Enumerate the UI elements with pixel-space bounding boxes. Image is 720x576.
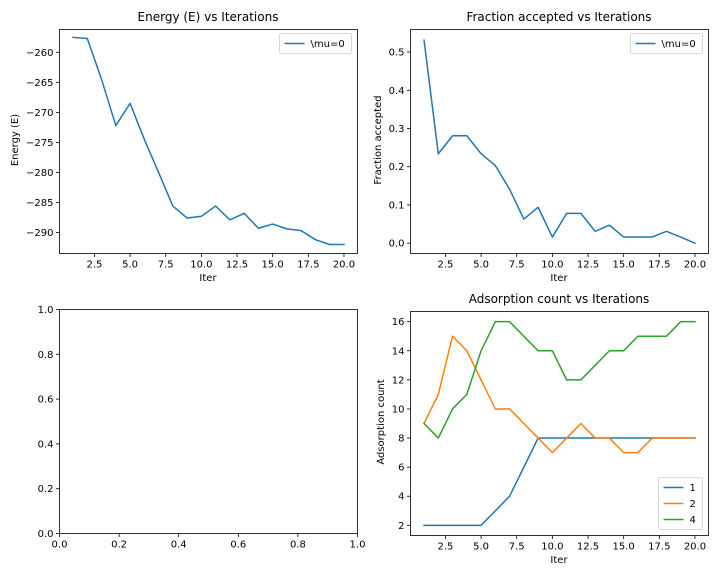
adsorption-chart-xtick-label: 17.5 bbox=[648, 542, 670, 553]
fraction-chart-xtick-label: 10.0 bbox=[541, 260, 563, 271]
energy-chart-xtick-label: 17.5 bbox=[297, 260, 319, 271]
fraction-chart-xtick-label: 12.5 bbox=[577, 260, 599, 271]
adsorption-chart-frame bbox=[410, 311, 709, 536]
adsorption-chart-ytick-label: 8 bbox=[398, 434, 404, 445]
energy-chart-lines bbox=[72, 36, 345, 246]
adsorption-chart-ytick-label: 14 bbox=[392, 346, 405, 357]
adsorption-chart-title: Adsorption count vs Iterations bbox=[469, 292, 650, 306]
fraction-chart-ytick-label: 0.2 bbox=[389, 162, 405, 173]
empty-chart-xtick-label: 0.6 bbox=[230, 540, 246, 551]
fraction-chart-ytick-label: 0.0 bbox=[389, 239, 405, 250]
fraction-chart-lines bbox=[423, 39, 696, 245]
energy-chart-xtick-label: 5.0 bbox=[122, 260, 138, 271]
fraction-chart-xtick-label: 7.5 bbox=[509, 260, 525, 271]
fraction-chart-ticks: 2.5 5.0 7.5 10.0 12.5 15.0 17.5 20.0 0.0 0.1 0.2 0.… bbox=[389, 48, 706, 271]
energy-chart-xtick-label: 7.5 bbox=[158, 260, 174, 271]
adsorption-chart-series-line-1 bbox=[423, 335, 696, 454]
fraction-chart-xtick-label: 2.5 bbox=[437, 260, 453, 271]
adsorption-chart-xlabel: Iter bbox=[550, 555, 568, 566]
energy-chart-xtick-label: 15.0 bbox=[262, 260, 284, 271]
adsorption-chart-ylabel: Adsorption count bbox=[376, 379, 387, 464]
empty-chart-ytick-label: 0.6 bbox=[38, 395, 54, 406]
fraction-chart-ytick-label: 0.5 bbox=[389, 48, 405, 59]
energy-chart-ytick-label: −280 bbox=[26, 168, 53, 179]
energy-chart-title: Energy (E) vs Iterations bbox=[138, 10, 279, 24]
empty-chart: 0.0 0.2 0.4 0.6 0.8 1.0 0.0 0.2 0.4 0.6 0.8 1.0 bbox=[38, 305, 366, 551]
adsorption-chart-legend-label-2: 4 bbox=[690, 515, 696, 526]
adsorption-chart-xtick-label: 10.0 bbox=[541, 542, 563, 553]
empty-chart-ytick-label: 0.8 bbox=[38, 350, 54, 361]
energy-chart-xlabel: Iter bbox=[199, 273, 217, 284]
empty-chart-ticks: 0.0 0.2 0.4 0.6 0.8 1.0 0.0 0.2 0.4 0.6 0.8 1.0 bbox=[38, 305, 366, 551]
energy-chart-ytick-label: −285 bbox=[26, 198, 53, 209]
adsorption-chart-ytick-label: 4 bbox=[398, 492, 404, 503]
empty-chart-xtick-label: 0.4 bbox=[171, 540, 187, 551]
adsorption-chart-xtick-label: 7.5 bbox=[509, 542, 525, 553]
fraction-chart-frame bbox=[410, 29, 709, 254]
empty-chart-ytick-label: 0.2 bbox=[38, 484, 54, 495]
adsorption-chart-ytick-label: 2 bbox=[398, 521, 404, 532]
energy-chart-xtick-label: 12.5 bbox=[226, 260, 248, 271]
fraction-chart-ytick-label: 0.4 bbox=[389, 86, 405, 97]
adsorption-chart-xtick-label: 5.0 bbox=[473, 542, 489, 553]
adsorption-chart-ticks: 2.5 5.0 7.5 10.0 12.5 15.0 17.5 20.024681012141… bbox=[392, 317, 706, 552]
empty-chart-ytick-label: 1.0 bbox=[38, 305, 54, 316]
fraction-chart-legend: \mu=0 bbox=[630, 33, 703, 54]
fraction-chart-xlabel: Iter bbox=[550, 273, 568, 284]
energy-chart-frame bbox=[59, 29, 358, 254]
energy-chart-xtick-label: 10.0 bbox=[190, 260, 212, 271]
empty-chart-xtick-label: 0.0 bbox=[52, 540, 68, 551]
energy-chart-series-line-0 bbox=[72, 36, 345, 246]
energy-chart-ytick-label: −265 bbox=[26, 78, 53, 89]
fraction-chart-ylabel: Fraction accepted bbox=[373, 95, 384, 184]
adsorption-chart-xtick-label: 12.5 bbox=[577, 542, 599, 553]
adsorption-chart-xtick-label: 20.0 bbox=[684, 542, 706, 553]
energy-chart-legend-box bbox=[279, 33, 352, 54]
adsorption-chart-ytick-label: 12 bbox=[392, 375, 405, 386]
empty-chart-frame bbox=[59, 309, 358, 534]
adsorption-chart-series-line-2 bbox=[422, 320, 696, 439]
adsorption-chart-xtick-label: 2.5 bbox=[437, 542, 453, 553]
fraction-chart-xtick-label: 20.0 bbox=[684, 260, 706, 271]
empty-chart-ytick-label: 0.0 bbox=[38, 529, 54, 540]
adsorption-chart-ytick-label: 10 bbox=[392, 404, 405, 415]
fraction-chart-ytick-label: 0.3 bbox=[389, 124, 405, 135]
empty-chart-xtick-label: 0.8 bbox=[290, 540, 306, 551]
adsorption-chart-legend: 1 2 4 bbox=[658, 477, 703, 530]
energy-chart-legend: \mu=0 bbox=[279, 33, 352, 54]
fraction-chart-ytick-label: 0.1 bbox=[389, 200, 405, 211]
energy-chart-ytick-label: −290 bbox=[26, 228, 53, 239]
fraction-chart-xtick-label: 5.0 bbox=[473, 260, 489, 271]
energy-chart-legend-label-0: \mu=0 bbox=[311, 39, 345, 50]
fraction-chart-xtick-label: 17.5 bbox=[648, 260, 670, 271]
energy-chart-ytick-label: −260 bbox=[26, 48, 53, 59]
adsorption-chart-legend-label-0: 1 bbox=[690, 483, 696, 494]
adsorption-chart: Adsorption count vs Iterations Iter Adso… bbox=[376, 292, 709, 566]
energy-chart-xtick-label: 2.5 bbox=[86, 260, 102, 271]
energy-chart: Energy (E) vs Iterations Iter Energy (E)… bbox=[10, 10, 358, 284]
adsorption-chart-series-line-0 bbox=[423, 437, 696, 527]
adsorption-chart-lines bbox=[422, 320, 696, 527]
empty-chart-ytick-label: 0.4 bbox=[38, 439, 54, 450]
empty-chart-xtick-label: 1.0 bbox=[350, 540, 366, 551]
energy-chart-ticks: 2.5 5.0 7.5 10.0 12.5 15.0 17.5 20.0 −260 −265 −27… bbox=[26, 48, 355, 271]
fraction-chart-legend-label-0: \mu=0 bbox=[662, 39, 696, 50]
adsorption-chart-legend-label-1: 2 bbox=[690, 499, 696, 510]
energy-chart-ytick-label: −275 bbox=[26, 138, 53, 149]
adsorption-chart-ytick-label: 6 bbox=[398, 463, 404, 474]
energy-chart-xtick-label: 20.0 bbox=[333, 260, 355, 271]
fraction-chart: Fraction accepted vs Iterations Iter Fra… bbox=[373, 10, 709, 284]
fraction-chart-series-line-0 bbox=[423, 39, 696, 245]
energy-chart-ytick-label: −270 bbox=[26, 108, 53, 119]
adsorption-chart-ytick-label: 16 bbox=[392, 317, 405, 328]
empty-chart-xtick-label: 0.2 bbox=[111, 540, 127, 551]
energy-chart-ylabel: Energy (E) bbox=[10, 114, 21, 166]
fraction-chart-title: Fraction accepted vs Iterations bbox=[466, 10, 651, 24]
fraction-chart-legend-box bbox=[630, 33, 703, 54]
adsorption-chart-xtick-label: 15.0 bbox=[613, 542, 635, 553]
fraction-chart-xtick-label: 15.0 bbox=[613, 260, 635, 271]
